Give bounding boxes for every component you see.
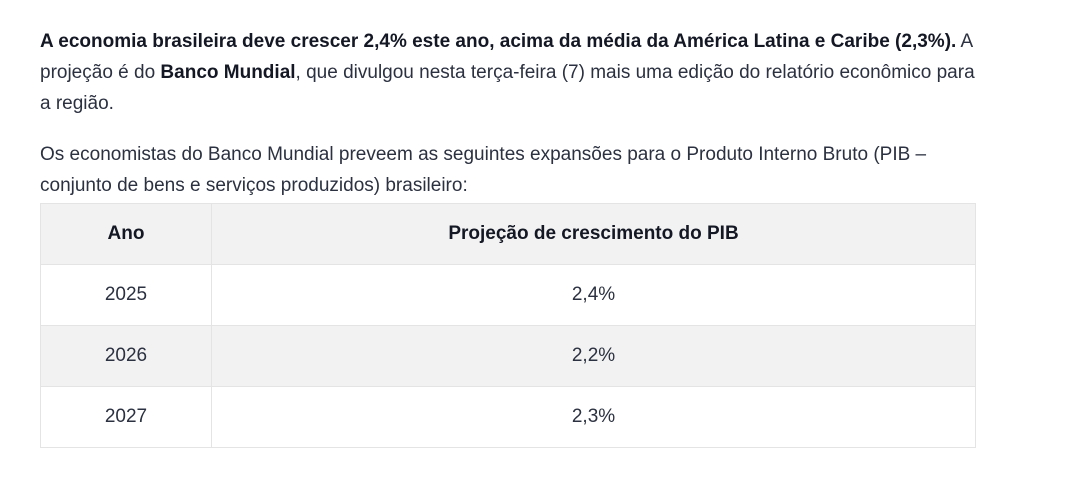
header-projection: Projeção de crescimento do PIB <box>211 203 976 265</box>
article-body: A economia brasileira deve crescer 2,4% … <box>40 26 980 448</box>
gdp-projection-table: Ano Projeção de crescimento do PIB 2025 … <box>40 203 976 448</box>
intro-text: A projeção é do <box>40 31 973 83</box>
cell-projection: 2,2% <box>211 325 976 387</box>
cell-projection: 2,3% <box>211 386 976 448</box>
cell-projection: 2,4% <box>211 264 976 326</box>
source-name: Banco Mundial <box>160 62 296 83</box>
cell-year: 2026 <box>40 325 212 387</box>
lead-paragraph: Os economistas do Banco Mundial preveem … <box>40 144 927 196</box>
intro-paragraph: A economia brasileira deve crescer 2,4% … <box>40 26 980 119</box>
table-row: 2025 2,4% <box>40 264 976 326</box>
cell-year: 2025 <box>40 264 212 326</box>
intro-text-end: , que divulgou nesta terça-feira (7) mai… <box>40 62 975 114</box>
table-header-row: Ano Projeção de crescimento do PIB <box>40 203 976 265</box>
intro-bold-lead: A economia brasileira deve crescer 2,4% … <box>40 31 957 52</box>
table-row: 2026 2,2% <box>40 325 976 387</box>
table-row: 2027 2,3% <box>40 386 976 448</box>
header-year: Ano <box>40 203 212 265</box>
cell-year: 2027 <box>40 386 212 448</box>
